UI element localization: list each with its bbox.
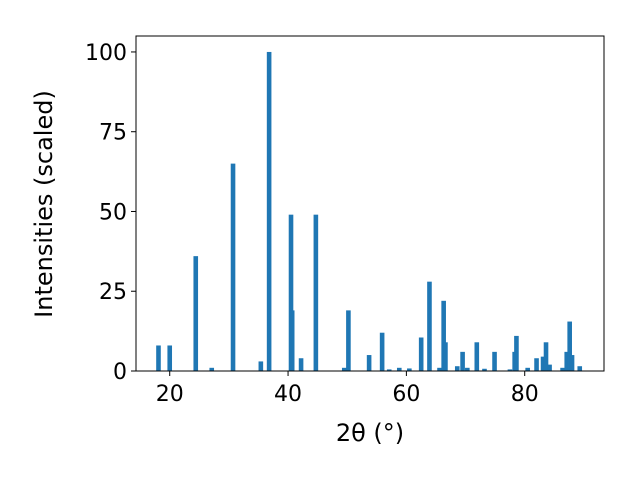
y-tick-label: 25	[99, 280, 127, 305]
y-tick-label: 0	[113, 360, 127, 385]
bar	[474, 342, 480, 371]
bar	[543, 342, 549, 371]
bar	[525, 367, 530, 371]
bar	[366, 355, 372, 371]
bar	[567, 321, 572, 371]
y-tick-label: 75	[99, 121, 127, 146]
bar	[460, 351, 465, 371]
bar	[427, 281, 432, 371]
bar	[209, 367, 215, 371]
bar	[289, 310, 295, 371]
bar	[418, 337, 424, 371]
bar	[443, 342, 448, 371]
bar	[258, 361, 264, 371]
bar	[298, 358, 304, 371]
bar	[288, 214, 294, 371]
bar	[547, 364, 552, 371]
bar	[482, 368, 487, 371]
bar	[507, 369, 513, 371]
bar	[379, 332, 385, 371]
bar	[514, 335, 519, 371]
x-tick-label: 80	[511, 382, 539, 407]
bar	[560, 367, 565, 371]
bar	[346, 310, 351, 371]
bar	[465, 367, 470, 371]
y-tick-label: 100	[85, 41, 127, 66]
bar	[441, 300, 446, 371]
plot-frame	[135, 35, 605, 372]
bar	[156, 345, 161, 371]
bar	[396, 367, 402, 371]
bar	[386, 369, 392, 371]
bar	[266, 51, 272, 371]
bar	[569, 355, 575, 371]
bar	[454, 366, 460, 371]
y-tick-label: 50	[99, 200, 127, 225]
x-tick-label: 60	[392, 382, 420, 407]
x-axis-label: 2θ (°)	[336, 419, 404, 447]
bar	[437, 367, 442, 371]
bar	[407, 368, 412, 371]
bar	[534, 358, 539, 371]
bar	[577, 366, 583, 371]
bar	[341, 367, 347, 371]
bar	[492, 351, 497, 371]
bar	[230, 163, 236, 371]
y-axis-label: Intensities (scaled)	[30, 90, 58, 318]
x-tick-label: 20	[156, 382, 184, 407]
bar	[313, 214, 319, 371]
x-tick-label: 40	[274, 382, 302, 407]
bar	[564, 351, 570, 371]
bar	[167, 345, 173, 371]
bar	[193, 256, 199, 371]
bar	[540, 356, 546, 371]
